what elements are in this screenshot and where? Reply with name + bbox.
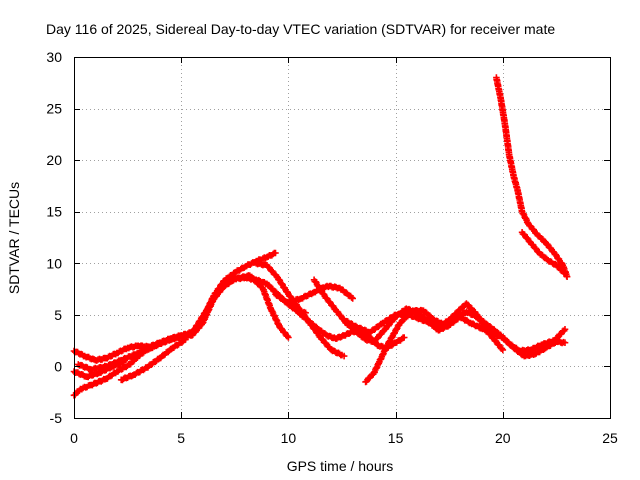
y-tick-label: 15	[46, 204, 62, 220]
y-tick-label: 0	[54, 358, 62, 374]
series-sat-5	[117, 336, 189, 384]
series-sat-3	[75, 272, 292, 374]
x-tick-label: 15	[388, 430, 404, 446]
data-point	[120, 359, 127, 366]
y-tick-label: 10	[46, 255, 62, 271]
y-tick-label: -5	[50, 410, 63, 426]
data-points	[70, 74, 571, 399]
chart-title: Day 116 of 2025, Sidereal Day-to-day VTE…	[46, 21, 555, 37]
x-tick-labels: 0 5 10 15 20 25	[70, 430, 618, 446]
data-point	[561, 326, 569, 333]
data-point	[400, 334, 408, 341]
data-point	[340, 352, 348, 360]
axis-ticks	[74, 57, 611, 419]
y-tick-label: 20	[46, 152, 62, 168]
y-axis-label: SDTVAR / TECUs	[6, 182, 22, 294]
x-tick-label: 25	[602, 430, 618, 446]
x-tick-label: 20	[495, 430, 511, 446]
data-point	[285, 334, 292, 341]
y-tick-label: 25	[46, 101, 62, 117]
plot-frame	[74, 57, 611, 419]
series-sat-8	[285, 282, 356, 306]
x-axis-label: GPS time / hours	[287, 458, 394, 474]
data-point	[182, 336, 189, 343]
series-sat-1	[70, 249, 279, 399]
data-point	[561, 339, 569, 346]
series-sat-13	[518, 229, 569, 277]
x-tick-label: 5	[177, 430, 185, 446]
series-sat-12	[493, 74, 571, 280]
series-sat-9	[310, 276, 569, 360]
x-tick-label: 0	[70, 430, 78, 446]
y-tick-labels: -5 0 5 10 15 20 25 30	[46, 49, 62, 426]
series-sat-11	[362, 306, 569, 386]
data-point	[349, 295, 356, 302]
x-tick-label: 10	[281, 430, 297, 446]
series-sat-4	[70, 359, 127, 381]
data-point	[272, 249, 279, 257]
data-point	[561, 270, 569, 277]
y-tick-label: 30	[46, 49, 62, 65]
y-tick-label: 5	[54, 307, 62, 323]
data-point	[499, 346, 507, 354]
